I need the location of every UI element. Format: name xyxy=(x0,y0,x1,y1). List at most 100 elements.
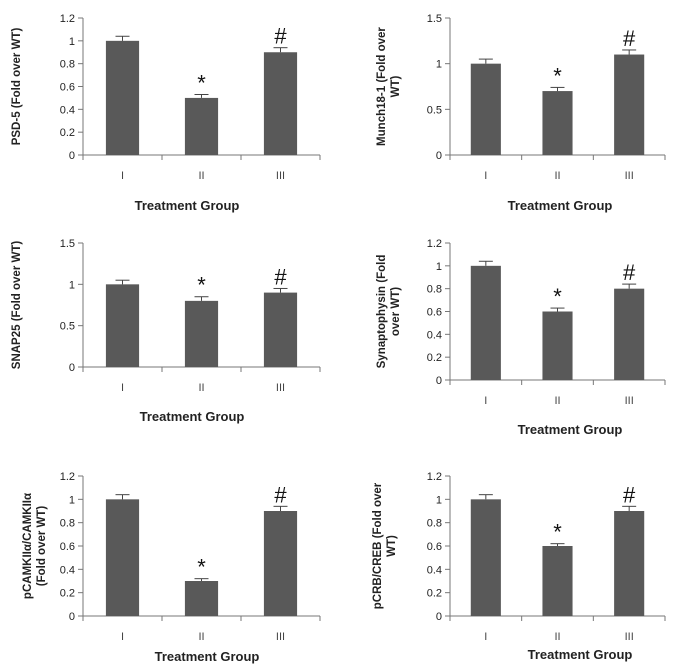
category-label: I xyxy=(121,170,124,182)
bar-II xyxy=(184,581,219,616)
y-axis-title: WT) xyxy=(390,75,402,97)
significance-marker: * xyxy=(553,63,562,88)
y-axis-title: pCRB/CREB (Fold over xyxy=(372,482,384,609)
y-tick-label: 1 xyxy=(69,494,75,506)
y-tick-label: 0.6 xyxy=(60,541,75,553)
y-tick-label: 1.5 xyxy=(427,13,442,25)
bar-III xyxy=(263,52,298,155)
x-axis-title: Treatment Group xyxy=(155,649,260,664)
category-label: I xyxy=(121,382,124,394)
category-label: III xyxy=(276,631,285,643)
bar-II xyxy=(542,91,573,155)
significance-marker: # xyxy=(623,26,636,51)
category-label: I xyxy=(484,170,487,182)
chart-panel-4: 0 0.2 0.4 0.6 0.8 1 1.2 I * II # III Treatment Group… xyxy=(376,238,666,437)
bar-III xyxy=(614,54,645,155)
bar-I xyxy=(470,499,501,616)
significance-marker: # xyxy=(623,482,636,507)
category-label: II xyxy=(198,170,204,182)
category-label: III xyxy=(625,395,634,407)
x-axis-title: Treatment Group xyxy=(528,647,633,662)
chart-panel-1: 0 0.2 0.4 0.6 0.8 1 1.2 I * II # III Treatment Group… xyxy=(11,13,321,213)
bar-I xyxy=(470,265,501,380)
significance-marker: * xyxy=(197,273,206,298)
x-axis-title: Treatment Group xyxy=(508,198,613,213)
bar-I xyxy=(105,40,140,156)
x-axis-title: Treatment Group xyxy=(140,409,245,424)
y-tick-label: 1.2 xyxy=(427,238,442,250)
y-axis-title: over WT) xyxy=(390,287,402,336)
category-label: III xyxy=(276,382,285,394)
category-label: III xyxy=(625,170,634,182)
y-tick-label: 0.2 xyxy=(427,588,442,600)
category-label: II xyxy=(198,382,204,394)
y-tick-label: 0.4 xyxy=(427,564,442,576)
y-tick-label: 0 xyxy=(69,362,75,374)
y-tick-label: 0.5 xyxy=(427,104,442,116)
category-label: I xyxy=(484,395,487,407)
significance-marker: * xyxy=(553,284,562,309)
y-tick-label: 0.8 xyxy=(60,518,75,530)
y-tick-label: 0.8 xyxy=(60,59,75,71)
category-label: II xyxy=(554,395,560,407)
y-tick-label: 0.6 xyxy=(60,82,75,94)
y-tick-label: 1 xyxy=(436,494,442,506)
x-axis-title: Treatment Group xyxy=(135,198,240,213)
y-tick-label: 0 xyxy=(69,150,75,162)
category-label: III xyxy=(625,631,634,643)
category-label: I xyxy=(121,631,124,643)
significance-marker: # xyxy=(623,260,636,285)
significance-marker: * xyxy=(197,70,206,95)
category-label: II xyxy=(554,631,560,643)
chart-panel-3: 0 0.5 1 1.5 I * II # III Treatment Group SNAP25 (F… xyxy=(11,238,321,424)
y-tick-label: 0 xyxy=(436,375,442,387)
y-tick-label: 0.2 xyxy=(60,127,75,139)
x-axis-title: Treatment Group xyxy=(518,422,623,437)
y-tick-label: 0.8 xyxy=(427,284,442,296)
category-label: II xyxy=(554,170,560,182)
y-tick-label: 0.8 xyxy=(427,518,442,530)
bar-I xyxy=(470,63,501,155)
chart-panel-6: 0 0.2 0.4 0.6 0.8 1 1.2 I * II # III Treatment Group… xyxy=(372,471,666,662)
chart-panel-5: 0 0.2 0.4 0.6 0.8 1 1.2 I * II # III Treatment Group… xyxy=(22,471,321,664)
bar-I xyxy=(105,499,140,616)
y-tick-label: 0 xyxy=(436,611,442,623)
bar-III xyxy=(263,511,298,616)
y-tick-label: 0.5 xyxy=(60,321,75,333)
chart-panel-2: 0 0.5 1 1.5 I * II # III Treatment Group Munch18-1… xyxy=(376,13,666,213)
y-tick-label: 1.2 xyxy=(60,471,75,483)
y-tick-label: 1 xyxy=(436,261,442,273)
y-tick-label: 1.5 xyxy=(60,238,75,250)
y-axis-title: SNAP25 (Fold over WT) xyxy=(11,241,23,370)
significance-marker: * xyxy=(553,520,562,545)
bar-II xyxy=(184,300,219,367)
y-tick-label: 0 xyxy=(69,611,75,623)
y-tick-label: 0.6 xyxy=(427,541,442,553)
y-tick-label: 0 xyxy=(436,150,442,162)
y-tick-label: 0.2 xyxy=(427,352,442,364)
significance-marker: * xyxy=(197,555,206,580)
category-label: III xyxy=(276,170,285,182)
y-tick-label: 0.4 xyxy=(427,329,442,341)
y-tick-label: 1 xyxy=(436,59,442,71)
significance-marker: # xyxy=(274,482,287,507)
y-tick-label: 1 xyxy=(69,279,75,291)
bar-II xyxy=(542,311,573,380)
y-axis-title: (Fold over WT) xyxy=(36,506,48,587)
bar-III xyxy=(614,288,645,380)
y-tick-label: 0.2 xyxy=(60,588,75,600)
significance-marker: # xyxy=(274,264,287,289)
y-axis-title: WT) xyxy=(386,535,398,557)
y-tick-label: 0.6 xyxy=(427,307,442,319)
y-tick-label: 1 xyxy=(69,36,75,48)
significance-marker: # xyxy=(274,24,287,49)
y-tick-label: 0.4 xyxy=(60,104,75,116)
y-axis-title: Synaptophysin (Fold xyxy=(376,255,388,369)
category-label: I xyxy=(484,631,487,643)
y-tick-label: 1.2 xyxy=(427,471,442,483)
y-tick-label: 1.2 xyxy=(60,13,75,25)
bar-III xyxy=(614,511,645,616)
bar-I xyxy=(105,284,140,367)
bar-II xyxy=(184,97,219,155)
